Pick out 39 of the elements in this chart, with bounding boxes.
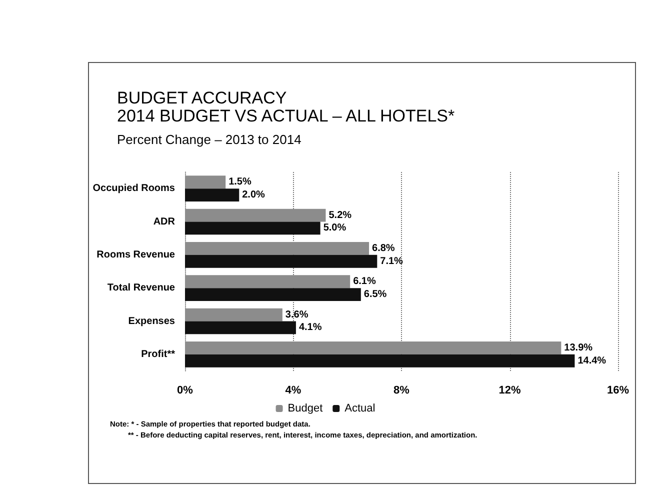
data-label: 6.8% [372, 242, 395, 254]
data-label: 5.0% [323, 222, 346, 234]
x-tick-label: 4% [285, 384, 302, 396]
data-label: 13.9% [564, 342, 593, 354]
bar [185, 341, 562, 354]
chart-title: BUDGET ACCURACY 2014 BUDGET VS ACTUAL – ALL HOTELS* [117, 88, 456, 126]
data-label: 14.4% [578, 355, 606, 366]
y-tick-label: Profit** [141, 348, 176, 360]
y-tick-label: Occupied Rooms [92, 183, 176, 194]
bar [185, 176, 226, 189]
bar [185, 275, 350, 288]
data-label: 6.1% [353, 276, 376, 288]
legend-label: Actual [344, 402, 376, 414]
bar [185, 254, 378, 268]
bar [185, 308, 282, 322]
x-tick-label: 8% [394, 384, 410, 396]
data-label: 7.1% [380, 256, 404, 267]
data-label: 2.0% [242, 190, 266, 201]
x-tick-label: 16% [606, 384, 630, 396]
bar [185, 222, 320, 235]
bar [185, 288, 361, 302]
bar [185, 208, 326, 222]
bar [185, 242, 370, 255]
y-tick-label: Expenses [128, 316, 176, 327]
x-tick-label: 12% [498, 384, 521, 396]
bar [185, 321, 296, 334]
y-tick-label: Rooms Revenue [96, 249, 176, 260]
data-label: 5.2% [328, 210, 352, 221]
bar [185, 354, 575, 368]
y-tick-label: ADR [153, 216, 176, 228]
data-label: 3.6% [285, 309, 308, 320]
bar [185, 188, 240, 202]
data-label: 6.5% [364, 289, 387, 300]
data-label: 1.5% [228, 176, 252, 188]
x-tick-label: 0% [177, 384, 194, 396]
y-tick-label: Total Revenue [107, 282, 176, 294]
chart-subtitle: Percent Change – 2013 to 2014 [117, 132, 302, 147]
data-label: 4.1% [298, 322, 322, 334]
legend-label: Budget [288, 402, 323, 414]
